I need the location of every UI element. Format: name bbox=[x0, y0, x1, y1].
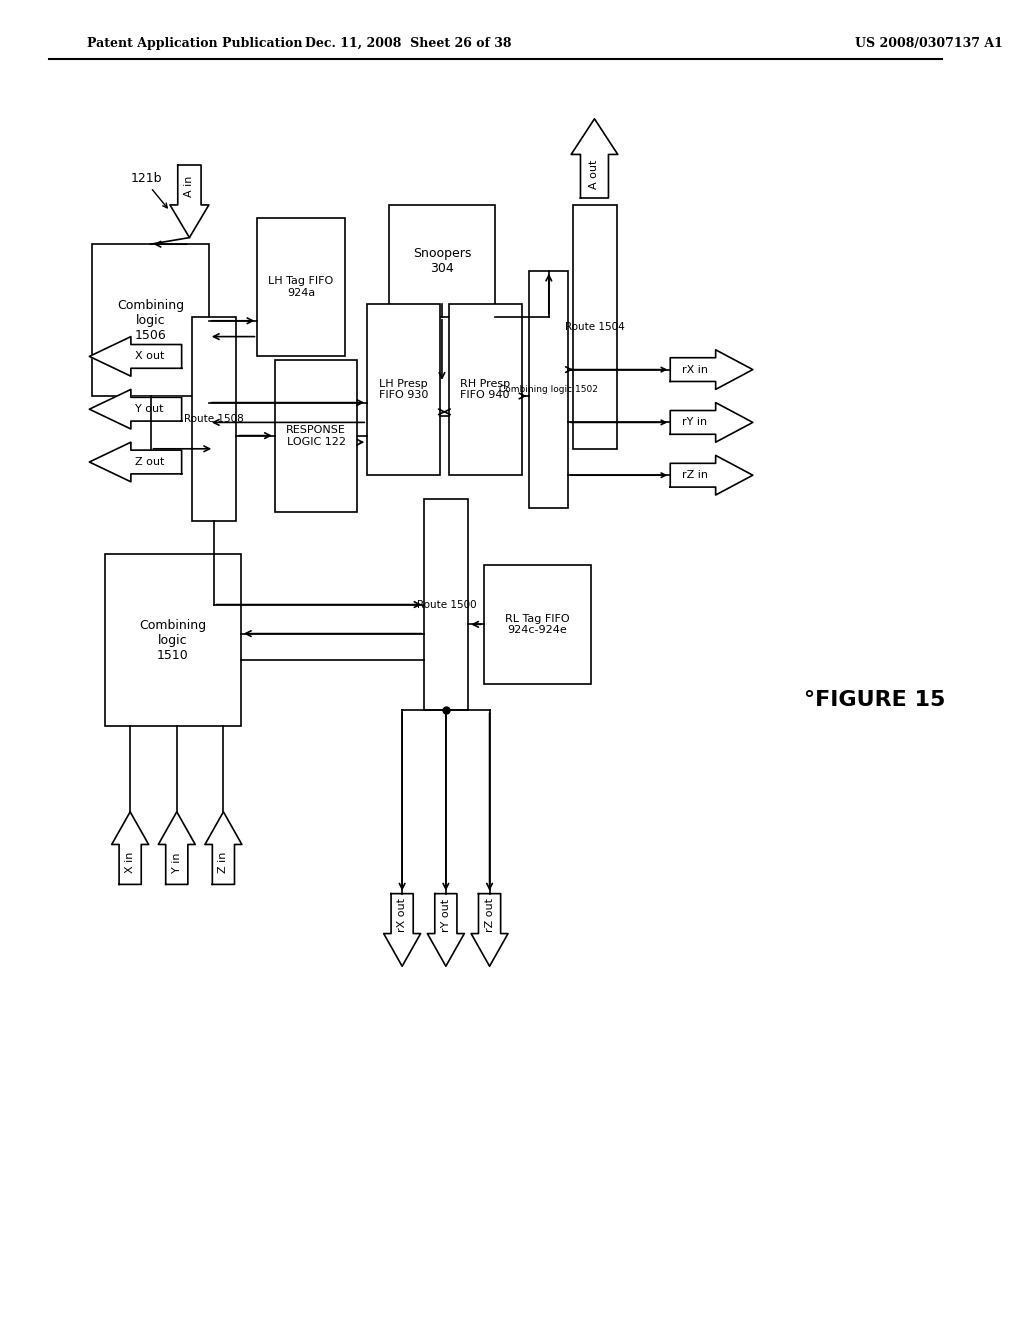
Polygon shape bbox=[112, 812, 148, 884]
Polygon shape bbox=[571, 119, 617, 198]
Text: Combining
logic
1506: Combining logic 1506 bbox=[117, 298, 184, 342]
Text: rZ in: rZ in bbox=[682, 470, 708, 480]
Text: rY in: rY in bbox=[682, 417, 708, 428]
Text: °FIGURE 15: °FIGURE 15 bbox=[804, 689, 945, 710]
Text: Combining
logic
1510: Combining logic 1510 bbox=[139, 619, 207, 661]
FancyBboxPatch shape bbox=[425, 499, 468, 710]
Text: rZ out: rZ out bbox=[484, 899, 495, 932]
Polygon shape bbox=[384, 894, 421, 966]
Text: Z out: Z out bbox=[135, 457, 164, 467]
FancyBboxPatch shape bbox=[573, 205, 616, 449]
FancyBboxPatch shape bbox=[257, 218, 345, 356]
Polygon shape bbox=[89, 389, 181, 429]
FancyBboxPatch shape bbox=[193, 317, 237, 521]
Polygon shape bbox=[471, 894, 508, 966]
Text: US 2008/0307137 A1: US 2008/0307137 A1 bbox=[855, 37, 1002, 50]
FancyBboxPatch shape bbox=[529, 271, 568, 508]
Polygon shape bbox=[671, 455, 753, 495]
Text: Y out: Y out bbox=[135, 404, 164, 414]
Text: X in: X in bbox=[125, 851, 135, 874]
FancyBboxPatch shape bbox=[274, 360, 357, 512]
Text: Snoopers
304: Snoopers 304 bbox=[413, 247, 471, 275]
Text: 121b: 121b bbox=[131, 172, 163, 185]
Text: RL Tag FIFO
924c-924e: RL Tag FIFO 924c-924e bbox=[505, 614, 569, 635]
Polygon shape bbox=[671, 350, 753, 389]
FancyBboxPatch shape bbox=[104, 554, 241, 726]
Text: LH Tag FIFO
924a: LH Tag FIFO 924a bbox=[268, 276, 334, 298]
Text: Y in: Y in bbox=[172, 853, 182, 873]
Text: RH Presp
FIFO 940: RH Presp FIFO 940 bbox=[460, 379, 510, 400]
Text: Combining logic 1502: Combining logic 1502 bbox=[500, 385, 598, 393]
Polygon shape bbox=[89, 337, 181, 376]
Text: rX in: rX in bbox=[682, 364, 708, 375]
Polygon shape bbox=[427, 894, 464, 966]
Text: LH Presp
FIFO 930: LH Presp FIFO 930 bbox=[379, 379, 428, 400]
FancyBboxPatch shape bbox=[388, 205, 496, 317]
Text: A out: A out bbox=[590, 160, 599, 189]
Text: Route 1504: Route 1504 bbox=[565, 322, 625, 331]
Polygon shape bbox=[170, 165, 209, 238]
Text: Patent Application Publication: Patent Application Publication bbox=[87, 37, 303, 50]
Polygon shape bbox=[205, 812, 242, 884]
Text: X out: X out bbox=[135, 351, 164, 362]
Text: A in: A in bbox=[184, 176, 195, 198]
Text: rY out: rY out bbox=[441, 899, 451, 932]
Text: Route 1500: Route 1500 bbox=[417, 599, 476, 610]
Polygon shape bbox=[89, 442, 181, 482]
FancyBboxPatch shape bbox=[92, 244, 209, 396]
Polygon shape bbox=[159, 812, 196, 884]
Text: rX out: rX out bbox=[397, 899, 408, 932]
Text: Route 1508: Route 1508 bbox=[184, 414, 244, 424]
Text: Dec. 11, 2008  Sheet 26 of 38: Dec. 11, 2008 Sheet 26 of 38 bbox=[305, 37, 511, 50]
Text: RESPONSE
LOGIC 122: RESPONSE LOGIC 122 bbox=[287, 425, 346, 447]
FancyBboxPatch shape bbox=[368, 304, 440, 475]
FancyBboxPatch shape bbox=[483, 565, 591, 684]
Text: Z in: Z in bbox=[218, 851, 228, 874]
FancyBboxPatch shape bbox=[449, 304, 521, 475]
Polygon shape bbox=[671, 403, 753, 442]
